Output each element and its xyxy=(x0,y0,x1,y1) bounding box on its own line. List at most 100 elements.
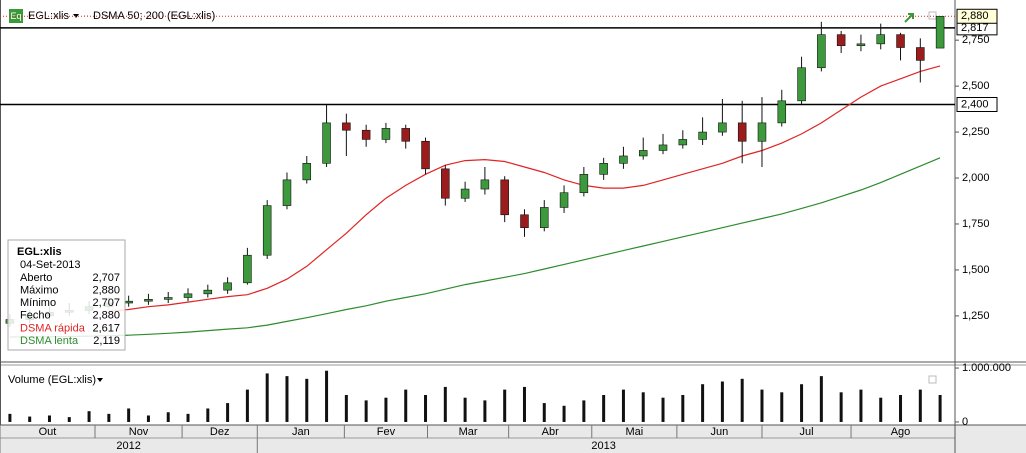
candle-body xyxy=(579,174,589,194)
info-label: Fecho xyxy=(20,310,51,322)
dropdown-arrow[interactable] xyxy=(97,378,103,382)
x-tick-label: Out xyxy=(39,426,57,438)
candle-body xyxy=(718,122,727,133)
candle-body xyxy=(361,129,371,140)
x-tick-label: Ago xyxy=(891,426,911,438)
volume-bar xyxy=(760,389,764,422)
x-tick-label: Abr xyxy=(542,426,559,438)
volume-bar xyxy=(107,413,111,422)
volume-bar xyxy=(621,389,625,422)
y-tick-label: 2,500 xyxy=(962,80,990,92)
candle-body xyxy=(896,34,905,48)
volume-bar xyxy=(325,370,329,422)
candle-body xyxy=(441,168,450,199)
maximize-icon[interactable] xyxy=(928,375,937,384)
info-date: 04-Set-2013 xyxy=(20,259,81,271)
y-tick-label: 2,000 xyxy=(962,172,990,184)
info-value: 2,880 xyxy=(92,285,120,297)
candle-body xyxy=(381,128,391,140)
info-series-name: DSMA lenta xyxy=(20,335,79,347)
volume-bar xyxy=(443,386,447,422)
volume-bar xyxy=(344,395,348,422)
candle-body xyxy=(401,128,410,142)
volume-bar xyxy=(800,384,804,422)
info-value: 2,707 xyxy=(92,272,120,284)
info-box xyxy=(7,239,126,351)
volume-bar xyxy=(67,417,71,422)
volume-bar xyxy=(424,395,428,422)
volume-bar xyxy=(899,395,903,422)
candle-body xyxy=(876,34,885,45)
info-symbol: EGL:xlis xyxy=(17,246,62,258)
volume-bar xyxy=(602,395,606,422)
volume-bar xyxy=(186,413,190,422)
y-tick-label: 1.000.000 xyxy=(962,362,1011,374)
candle-body xyxy=(342,122,351,131)
candle-body xyxy=(658,144,668,151)
volume-bar xyxy=(859,389,863,422)
candle-body xyxy=(599,163,608,175)
candle-body xyxy=(183,293,193,298)
candle-body xyxy=(737,122,747,142)
last-price-label: 2,880 xyxy=(961,10,989,22)
candle-body xyxy=(619,155,628,164)
y-tick-label: 1,250 xyxy=(962,310,990,322)
volume-bar xyxy=(384,397,388,422)
volume-bar xyxy=(285,376,289,422)
volume-bar xyxy=(839,392,843,422)
volume-bar xyxy=(166,412,170,422)
candle-body xyxy=(797,67,806,102)
candle-body xyxy=(836,34,846,46)
x-tick-label: 2012 xyxy=(116,440,140,452)
y-tick-label: 0 xyxy=(962,416,968,428)
volume-bar xyxy=(8,413,12,422)
volume-bar xyxy=(720,381,724,422)
volume-bar xyxy=(562,405,566,422)
candle-body xyxy=(163,297,173,300)
candle-body xyxy=(262,205,272,256)
volume-bar xyxy=(245,389,249,422)
x-tick-label: Mai xyxy=(625,426,643,438)
sma-line xyxy=(108,65,941,312)
indicator-name[interactable]: DSMA 50; 200 (EGL:xlis) xyxy=(93,10,215,22)
sma-line xyxy=(9,157,941,338)
y-tick-label: 2,250 xyxy=(962,126,990,138)
volume-bar xyxy=(938,395,942,422)
volume-bar xyxy=(661,397,665,422)
info-series-name: DSMA rápida xyxy=(20,322,86,334)
info-label: Aberto xyxy=(20,272,52,284)
candle-body xyxy=(243,254,252,284)
volume-bar xyxy=(463,397,467,422)
volume-bar xyxy=(28,416,32,422)
level-label-box xyxy=(956,97,998,113)
volume-bar xyxy=(542,403,546,422)
volume-bar xyxy=(206,408,210,422)
info-series-value: 2,617 xyxy=(92,322,120,334)
info-value: 2,880 xyxy=(92,310,120,322)
x-tick-label: Fev xyxy=(377,426,396,438)
candle-body xyxy=(282,179,292,206)
volume-bar xyxy=(879,397,883,422)
candle-body xyxy=(144,299,153,302)
volume-bar xyxy=(127,408,131,422)
volume-bar xyxy=(364,400,368,422)
x-tick-label: Jun xyxy=(711,426,729,438)
candle-body xyxy=(421,140,430,170)
volume-bar xyxy=(265,373,269,422)
volume-bar xyxy=(226,403,230,422)
candle-body xyxy=(935,15,945,49)
candle-body xyxy=(520,214,529,228)
volume-bar xyxy=(404,389,408,422)
volume-bar xyxy=(146,415,150,422)
volume-bar xyxy=(819,376,823,422)
info-label: Mínimo xyxy=(20,297,56,309)
maximize-icon[interactable] xyxy=(928,11,937,20)
candle-body xyxy=(540,207,549,228)
y-tick-label: 2,750 xyxy=(962,34,990,46)
candle-body xyxy=(817,34,826,69)
candle-body xyxy=(757,122,767,142)
volume-bar xyxy=(582,400,586,422)
trend-icon[interactable] xyxy=(904,13,914,23)
volume-bar xyxy=(701,384,705,422)
